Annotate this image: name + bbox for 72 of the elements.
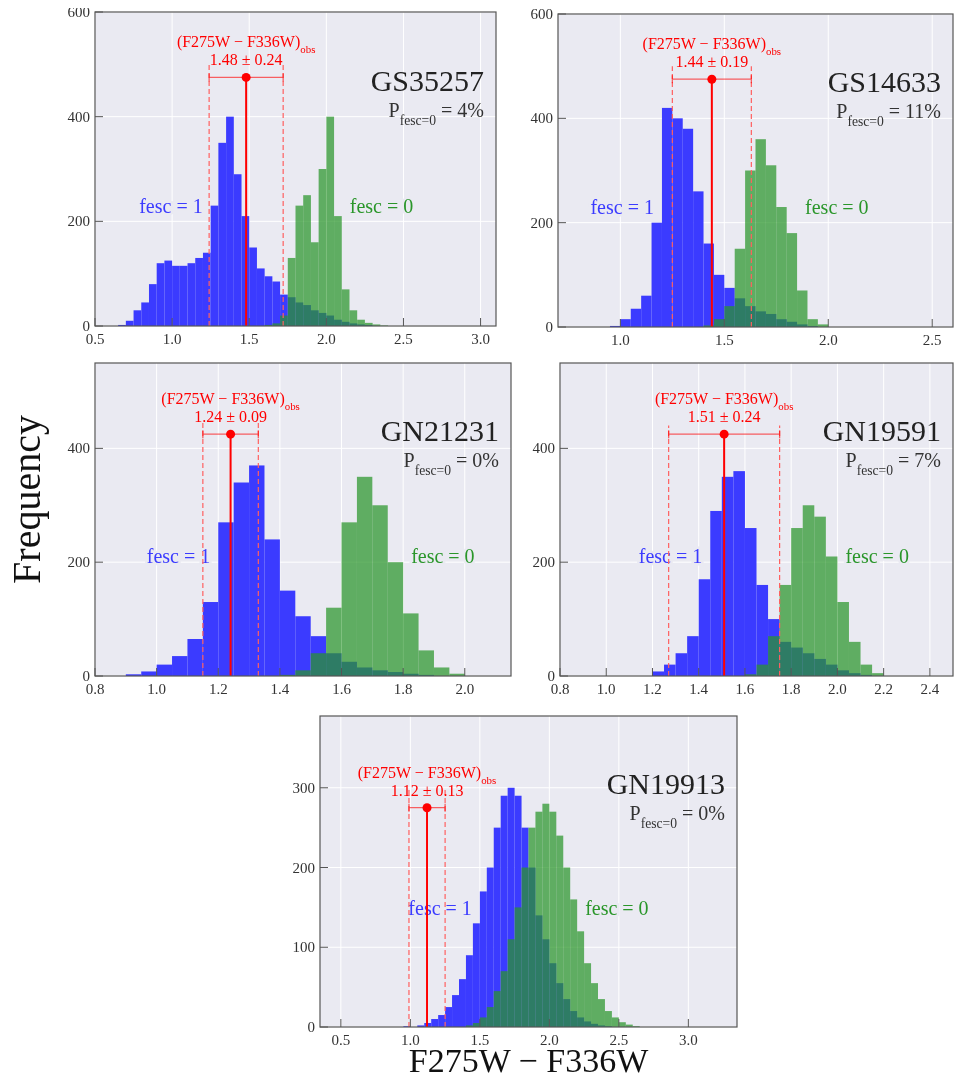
x-tick-label: 1.6 xyxy=(735,681,755,697)
x-tick-label: 0.5 xyxy=(85,331,105,347)
x-tick-label: 1.0 xyxy=(610,332,630,348)
x-tick-label: 1.4 xyxy=(689,681,709,697)
x-tick-label: 2.0 xyxy=(455,681,475,697)
x-tick-label: 1.0 xyxy=(147,681,166,697)
y-tick-label: 300 xyxy=(292,779,315,796)
y-tick-label: 0 xyxy=(307,1019,315,1035)
x-tick-label: 1.0 xyxy=(596,681,616,697)
x-tick-label: 3.0 xyxy=(678,1032,698,1048)
x-tick-label: 2.2 xyxy=(874,681,894,697)
annotation: GN19591 xyxy=(822,414,941,448)
x-tick-label: 2.0 xyxy=(818,332,838,348)
x-tick-label: 1.8 xyxy=(781,681,801,697)
series-label: fesc = 0 xyxy=(845,545,909,568)
x-tick-label: 1.5 xyxy=(714,332,734,348)
series-label: fesc = 1 xyxy=(638,545,703,568)
annotation: P$_{fesc=0}$ = 4% xyxy=(388,98,484,127)
y-tick-label: 0 xyxy=(547,668,555,684)
annotation: 1.44 ± 0.19 xyxy=(675,53,749,71)
annotation: P$_{fesc=0}$ = 0% xyxy=(403,449,499,478)
x-tick-label: 2.5 xyxy=(394,331,413,347)
x-tick-label: 2.5 xyxy=(922,332,942,348)
x-tick-label: 1.2 xyxy=(643,681,662,697)
x-tick-label: 1.2 xyxy=(208,681,228,697)
y-tick-label: 200 xyxy=(67,213,90,230)
annotation: 1.51 ± 0.24 xyxy=(687,408,761,426)
annotation: GN19913 xyxy=(606,766,725,800)
series-label: fesc = 1 xyxy=(139,194,203,217)
x-tick-label: 2.0 xyxy=(539,1032,559,1048)
annotation: 1.48 ± 0.24 xyxy=(209,51,283,69)
x-tick-label: 1.0 xyxy=(162,331,182,347)
y-tick-label: 200 xyxy=(530,214,553,231)
series-label: fesc = 1 xyxy=(146,545,211,568)
series-label: fesc = 0 xyxy=(349,194,414,217)
x-tick-label: 3.0 xyxy=(471,331,490,347)
annotation: GN21231 xyxy=(380,414,499,448)
x-tick-label: 1.4 xyxy=(270,681,290,697)
annotation: GS14633 xyxy=(827,65,941,99)
x-tick-label: 0.8 xyxy=(85,681,105,697)
annotation: 1.24 ± 0.09 xyxy=(194,408,267,426)
series-label: fesc = 0 xyxy=(805,196,869,219)
annotation: GS35257 xyxy=(370,63,484,97)
y-tick-label: 600 xyxy=(530,6,553,22)
y-tick-label: 400 xyxy=(67,440,90,457)
annotation: P$_{fesc=0}$ = 7% xyxy=(845,449,941,478)
x-tick-label: 1.6 xyxy=(332,681,352,697)
x-tick-label: 1.8 xyxy=(393,681,413,697)
x-tick-label: 2.0 xyxy=(828,681,847,697)
y-tick-label: 0 xyxy=(82,668,90,684)
y-tick-label: 200 xyxy=(67,554,90,571)
x-tick-label: 1.5 xyxy=(239,331,259,347)
x-tick-label: 0.5 xyxy=(331,1032,351,1048)
annotation: P$_{fesc=0}$ = 11% xyxy=(836,100,941,129)
y-tick-label: 100 xyxy=(292,939,315,956)
x-tick-label: 2.4 xyxy=(920,681,940,697)
series-label: fesc = 0 xyxy=(585,897,649,920)
series-label: fesc = 0 xyxy=(411,545,475,568)
x-tick-label: 0.8 xyxy=(550,681,570,697)
x-tick-label: 2.5 xyxy=(609,1032,629,1048)
y-tick-label: 400 xyxy=(532,440,555,457)
series-label: fesc = 1 xyxy=(590,196,654,219)
y-tick-label: 0 xyxy=(545,319,553,335)
annotation: P$_{fesc=0}$ = 0% xyxy=(629,801,725,831)
x-tick-label: 1.5 xyxy=(470,1032,490,1048)
x-tick-label: 2.0 xyxy=(316,331,336,347)
y-tick-label: 400 xyxy=(67,108,90,125)
y-axis-title: Frequency xyxy=(4,415,49,584)
y-tick-label: 200 xyxy=(292,859,315,876)
y-tick-label: 200 xyxy=(532,554,555,571)
y-tick-label: 0 xyxy=(82,318,90,334)
y-tick-label: 400 xyxy=(530,110,553,127)
